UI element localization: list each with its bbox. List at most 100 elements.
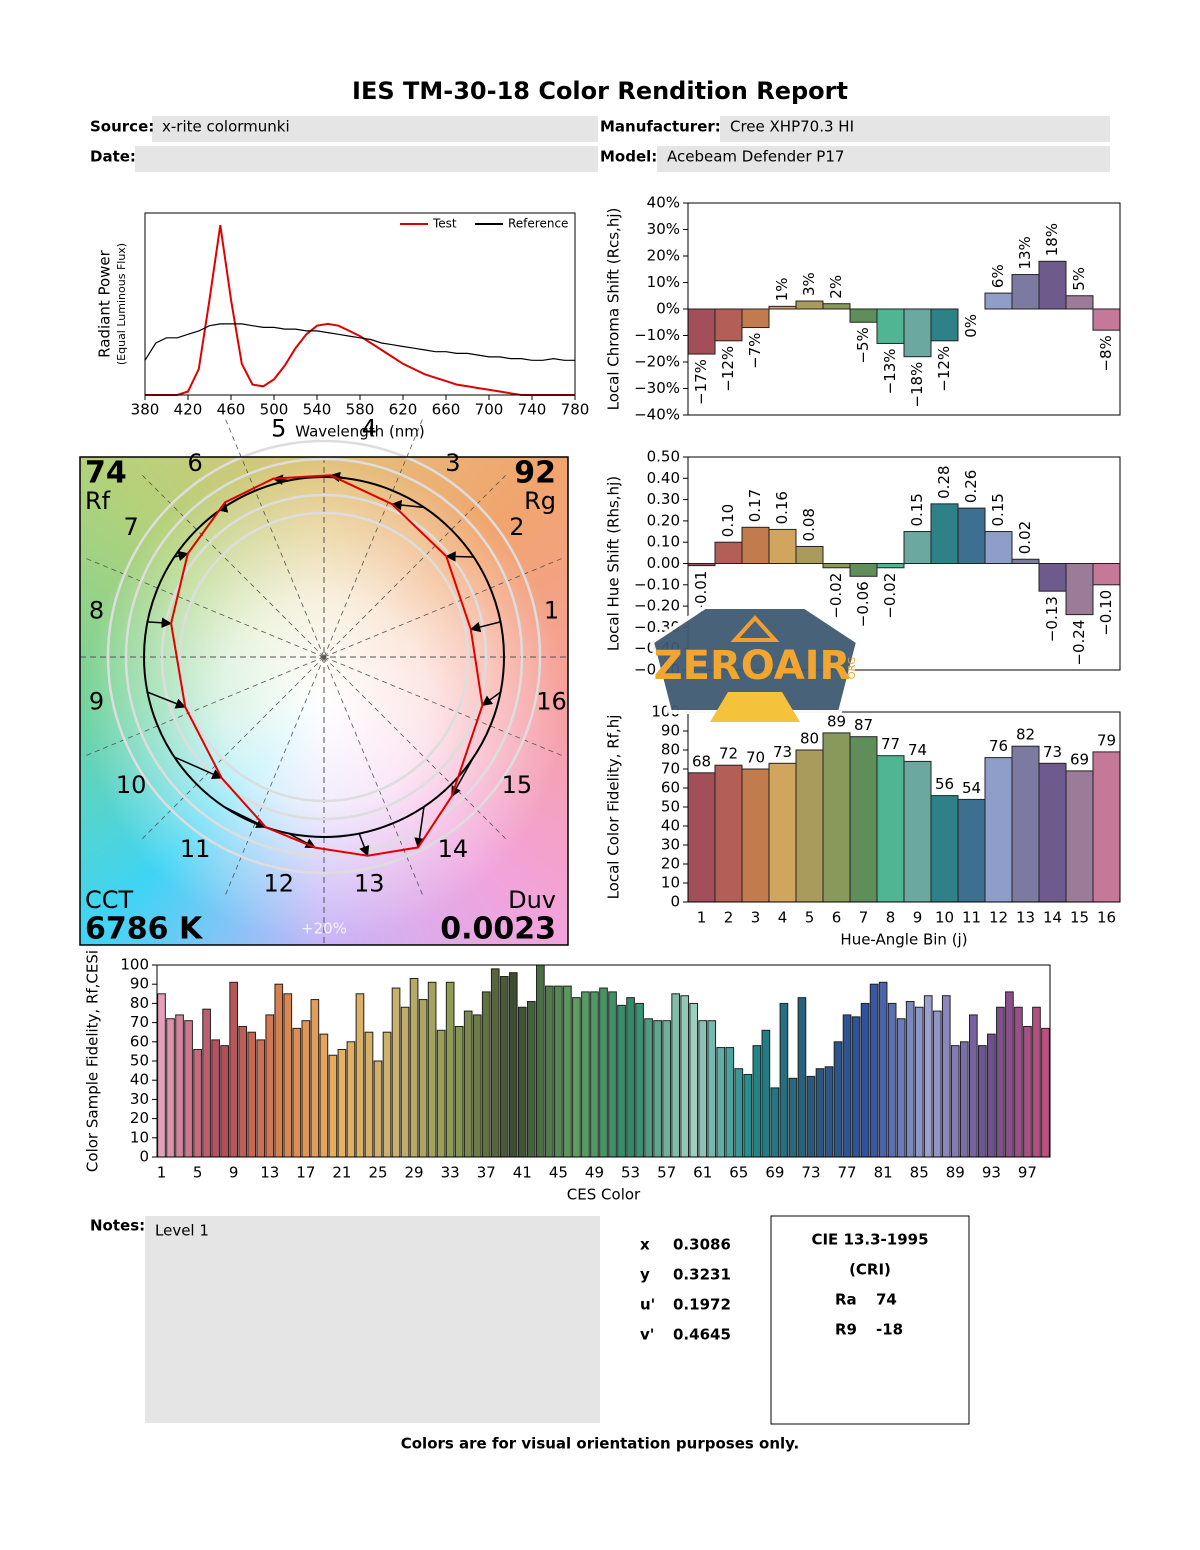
hue-bin-label: 3 — [445, 449, 460, 477]
x-tick-label: 33 — [441, 1164, 460, 1182]
plot-frame — [156, 964, 1051, 1158]
field-label: Model: — [600, 148, 657, 166]
bar — [508, 972, 518, 1158]
bar — [768, 528, 797, 564]
bar — [950, 1045, 960, 1158]
y-tick-label: 70 — [661, 760, 680, 778]
bar — [833, 1041, 843, 1158]
chromaticity-value: 0.3231 — [673, 1266, 731, 1284]
bin-boundary — [323, 472, 509, 658]
y-tick-label: −20% — [634, 353, 680, 371]
y-axis-title: Radiant Power — [96, 249, 114, 358]
data-label: 70 — [746, 749, 765, 767]
x-tick-label: 81 — [874, 1164, 893, 1182]
y-tick-label: 90 — [661, 722, 680, 740]
x-tick-label: 41 — [513, 1164, 532, 1182]
y-tick-label: 20 — [661, 855, 680, 873]
hue-bin-label: 7 — [123, 513, 138, 541]
chromaticity-value: 0.1972 — [673, 1296, 731, 1314]
bar — [896, 1018, 906, 1158]
cri-value: -18 — [876, 1321, 903, 1339]
cri-box — [770, 1215, 970, 1425]
field-label: Manufacturer: — [600, 118, 721, 136]
bin-boundary — [139, 656, 325, 842]
field-value: Acebeam Defender P17 — [667, 148, 844, 166]
y-tick-label: 0.30 — [647, 490, 680, 508]
cri-title: CIE 13.3-1995 — [811, 1231, 928, 1249]
x-tick-label: 17 — [296, 1164, 315, 1182]
bar — [220, 1045, 229, 1158]
bar — [860, 1002, 870, 1158]
bar — [517, 1006, 527, 1158]
data-label: 89 — [827, 712, 846, 730]
chromaticity-label: v' — [640, 1326, 654, 1344]
shift-arrow — [469, 621, 501, 633]
bar — [653, 1020, 662, 1158]
x-tick-label: 580 — [346, 401, 375, 419]
y-tick-label: 20% — [647, 247, 680, 265]
bar — [364, 1031, 374, 1158]
y-tick-label: 100 — [120, 956, 149, 974]
x-tick-label: 780 — [561, 401, 590, 419]
field-box — [657, 146, 1110, 172]
bar — [768, 762, 797, 903]
hue-bin-label: 4 — [362, 414, 377, 442]
data-label: 69 — [1070, 750, 1089, 768]
bar — [887, 1002, 897, 1158]
x-tick-label: 3 — [751, 909, 761, 927]
bar — [957, 798, 986, 903]
y-tick-label: 90 — [130, 975, 149, 993]
bar — [822, 732, 851, 903]
bin-boundary — [323, 656, 565, 757]
y-tick-label: 0% — [656, 300, 680, 318]
bar — [743, 1073, 753, 1158]
bar — [903, 531, 932, 564]
y-tick-label: 10 — [130, 1128, 149, 1146]
bar — [687, 772, 716, 903]
y-axis-title: Local Color Fidelity, Rf,hj — [605, 715, 623, 900]
data-label: −5% — [854, 327, 872, 363]
bar — [644, 1018, 653, 1158]
bar — [930, 308, 959, 342]
data-label: 13% — [1016, 236, 1034, 269]
bar — [409, 977, 419, 1158]
bar — [617, 1004, 626, 1158]
bar — [930, 503, 959, 564]
shift-arrow — [147, 691, 187, 709]
x-tick-label: 12 — [989, 909, 1008, 927]
x-tick-label: 460 — [217, 401, 246, 419]
bar — [1005, 991, 1014, 1158]
legend-label: Test — [432, 217, 457, 231]
cct-label: CCT — [85, 886, 134, 914]
data-label: −13% — [881, 348, 899, 394]
hue-bin-label: 11 — [180, 835, 211, 863]
x-tick-label: 25 — [368, 1164, 387, 1182]
hue-bin-label: 6 — [187, 449, 202, 477]
bar — [878, 981, 888, 1158]
field-value: Cree XHP70.3 HI — [730, 118, 854, 136]
bar — [734, 1068, 744, 1158]
bar — [903, 760, 932, 903]
bar — [822, 563, 851, 569]
plot-frame — [687, 202, 1121, 416]
bar — [229, 981, 239, 1158]
duv-label: Duv — [508, 886, 556, 914]
bar — [968, 1014, 978, 1158]
y-tick-label: 30 — [130, 1090, 149, 1108]
y-tick-label: −0.20 — [634, 597, 680, 615]
chromaticity-value: 0.3086 — [673, 1236, 731, 1254]
rf-label: Rf — [85, 487, 111, 515]
bar — [987, 1033, 996, 1158]
bar — [815, 1068, 825, 1158]
y-tick-label: 0.50 — [647, 448, 680, 466]
data-label: −7% — [746, 333, 764, 369]
bin-boundary — [323, 557, 565, 658]
data-label: 2% — [827, 275, 845, 299]
bar — [707, 1020, 717, 1158]
bar — [355, 993, 365, 1158]
bar — [175, 1014, 184, 1158]
bar — [310, 999, 320, 1158]
shift-arrow — [414, 806, 425, 849]
